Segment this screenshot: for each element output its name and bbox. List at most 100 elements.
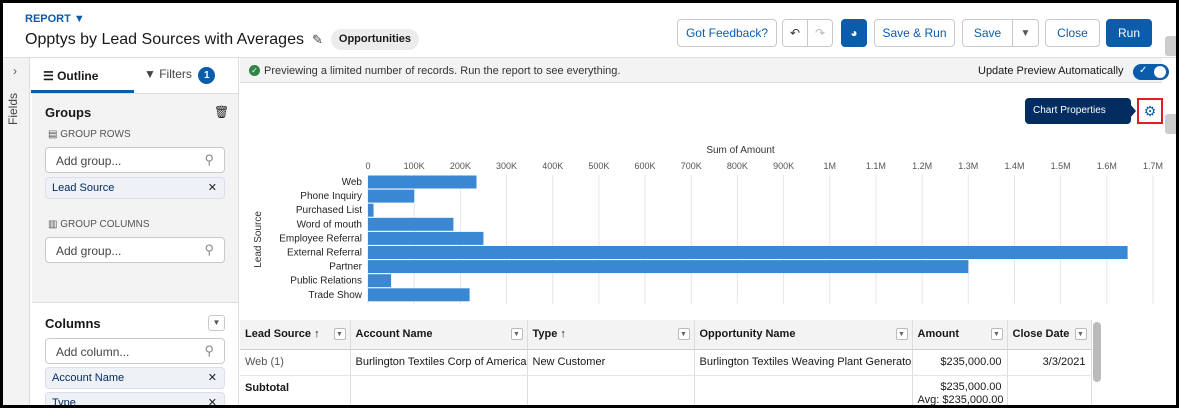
subtotal-row: Subtotal $235,000.00 Avg: $235,000.00 <box>240 375 1092 405</box>
header-label: Close Date <box>1012 328 1070 341</box>
check-icon: ✓ <box>1139 65 1148 76</box>
column-header[interactable]: Lead Source ↑ ▼ <box>240 320 351 350</box>
chevron-down-icon[interactable]: ▼ <box>510 328 523 340</box>
chevron-down-icon: ▼ <box>73 13 85 25</box>
table-header-row: Lead Source ↑ ▼ Account Name ▼ Type ↑ ▼ Opp… <box>240 320 1092 350</box>
edit-pencil-icon[interactable]: ✎ <box>311 31 323 47</box>
column-pill[interactable]: Account Name ✕ <box>45 367 225 389</box>
pill-label: Type <box>52 397 76 405</box>
column-pill[interactable]: Type ✕ <box>45 392 225 405</box>
bar <box>368 203 374 217</box>
cell: New Customer <box>527 349 695 376</box>
cell: 3/3/2021 <box>1007 349 1092 376</box>
bar <box>368 231 484 245</box>
remove-icon[interactable]: ✕ <box>207 397 217 405</box>
tab-label: Filters <box>159 67 192 81</box>
filter-count-badge: 1 <box>198 67 216 84</box>
bar <box>368 260 969 274</box>
cell: $235,000.00 <box>912 349 1008 376</box>
save-run-button[interactable]: Save & Run <box>874 19 955 47</box>
chevron-down-icon[interactable]: ▼ <box>895 328 908 340</box>
remove-icon[interactable]: ✕ <box>207 182 217 194</box>
x-tick-label: 400K <box>542 161 563 171</box>
redo-button[interactable]: ↷ <box>807 19 833 47</box>
header-label: Opportunity Name <box>699 328 796 341</box>
x-tick-label: 500K <box>588 161 609 171</box>
add-group-columns-input[interactable]: Add group... ⚲ <box>45 237 225 263</box>
chevron-down-icon[interactable]: ▼ <box>333 328 346 340</box>
chart-toggle-button[interactable]: ◕ <box>841 19 867 47</box>
y-tick-label: Phone Inquiry <box>300 191 362 202</box>
x-tick-label: 1.1M <box>866 161 886 171</box>
header-label: Account Name <box>355 328 433 341</box>
column-header[interactable]: Close Date ▼ <box>1007 320 1092 350</box>
header-label: Lead Source ↑ <box>245 328 320 341</box>
chevron-down-icon[interactable]: ▼ <box>1074 328 1087 340</box>
add-column-input[interactable]: Add column... ⚲ <box>45 338 225 364</box>
x-tick-label: 200K <box>450 161 471 171</box>
chart-properties-gear-button[interactable]: ⚙ <box>1137 98 1163 124</box>
y-tick-label: Partner <box>329 262 362 273</box>
search-icon: ⚲ <box>204 242 214 257</box>
column-header[interactable]: Account Name ▼ <box>350 320 528 350</box>
chevron-down-icon[interactable]: ▼ <box>677 328 690 340</box>
header-label: Amount <box>917 328 960 341</box>
table-row: Web (1) Burlington Textiles Corp of Amer… <box>240 349 1092 376</box>
x-tick-label: 100K <box>404 161 425 171</box>
y-tick-label: Trade Show <box>308 290 362 301</box>
column-header[interactable]: Type ↑ ▼ <box>527 320 695 350</box>
panel-collapse-handle[interactable] <box>1165 114 1176 134</box>
placeholder: Add group... <box>56 154 122 168</box>
bar-chart: 0 100K 200K 300K 400K 500K 600K 700K 800K 900K 1M 1… <box>253 145 1163 304</box>
x-tick-label: 1.6M <box>1097 161 1117 171</box>
save-menu-button[interactable]: ▼ <box>1012 19 1039 47</box>
report-type-badge: Opportunities <box>330 29 419 50</box>
cell[interactable]: Burlington Textiles Corp of America <box>350 349 528 376</box>
panel-collapse-handle[interactable] <box>1165 36 1176 56</box>
bar <box>368 175 477 189</box>
chevron-down-icon[interactable]: ▼ <box>990 328 1003 340</box>
save-button[interactable]: Save <box>962 19 1013 47</box>
cell[interactable]: Burlington Textiles Weaving Plant Genera… <box>694 349 913 376</box>
columns-menu-button[interactable]: ▼ <box>208 315 225 331</box>
table-scrollbar[interactable] <box>1093 322 1101 382</box>
x-tick-label: 700K <box>681 161 702 171</box>
x-tick-label: 1M <box>824 161 837 171</box>
chevron-right-icon: › <box>13 64 17 78</box>
x-tick-label: 300K <box>496 161 517 171</box>
bar <box>368 288 470 302</box>
tab-outline[interactable]: ☰ Outline <box>31 58 134 93</box>
fields-rail[interactable]: › Fields <box>3 58 30 405</box>
close-button[interactable]: Close <box>1045 19 1100 47</box>
list-icon: ☰ <box>43 69 58 83</box>
update-preview-toggle[interactable]: ✓ <box>1133 64 1169 80</box>
divider <box>3 57 1176 58</box>
y-tick-label: Web <box>342 177 363 188</box>
run-button[interactable]: Run <box>1106 19 1152 47</box>
report-menu[interactable]: REPORT ▼ <box>25 13 85 25</box>
report-table: Lead Source ↑ ▼ Account Name ▼ Type ↑ ▼ Opp… <box>240 320 1092 405</box>
add-group-rows-input[interactable]: Add group... ⚲ <box>45 147 225 173</box>
y-tick-label: Public Relations <box>290 276 362 287</box>
x-tick-label: 1.2M <box>912 161 932 171</box>
title-row: Opptys by Lead Sources with Averages ✎ O… <box>25 29 419 50</box>
undo-button[interactable]: ↶ <box>782 19 808 47</box>
x-tick-label: 1.7M <box>1143 161 1163 171</box>
group-row-pill[interactable]: Lead Source ✕ <box>45 177 225 199</box>
column-header[interactable]: Opportunity Name ▼ <box>694 320 913 350</box>
trash-icon[interactable]: 🗑 <box>214 105 230 119</box>
chevron-down-icon: ▼ <box>1020 27 1031 39</box>
rows-icon: ▤ <box>48 129 61 140</box>
x-tick-label: 1.4M <box>1004 161 1024 171</box>
column-header[interactable]: Amount ▼ <box>912 320 1008 350</box>
columns-title: Columns <box>45 316 101 331</box>
tooltip-arrow <box>1130 104 1136 118</box>
remove-icon[interactable]: ✕ <box>207 372 217 384</box>
pie-chart-icon: ◕ <box>850 26 858 40</box>
tab-filters[interactable]: ▼ Filters 1 <box>134 58 239 93</box>
y-tick-label: Word of mouth <box>297 219 362 230</box>
report-builder: REPORT ▼ Opptys by Lead Sources with Ave… <box>3 3 1176 405</box>
y-axis-title: Lead Source <box>253 211 264 268</box>
search-icon: ⚲ <box>204 152 214 167</box>
feedback-button[interactable]: Got Feedback? <box>677 19 777 47</box>
